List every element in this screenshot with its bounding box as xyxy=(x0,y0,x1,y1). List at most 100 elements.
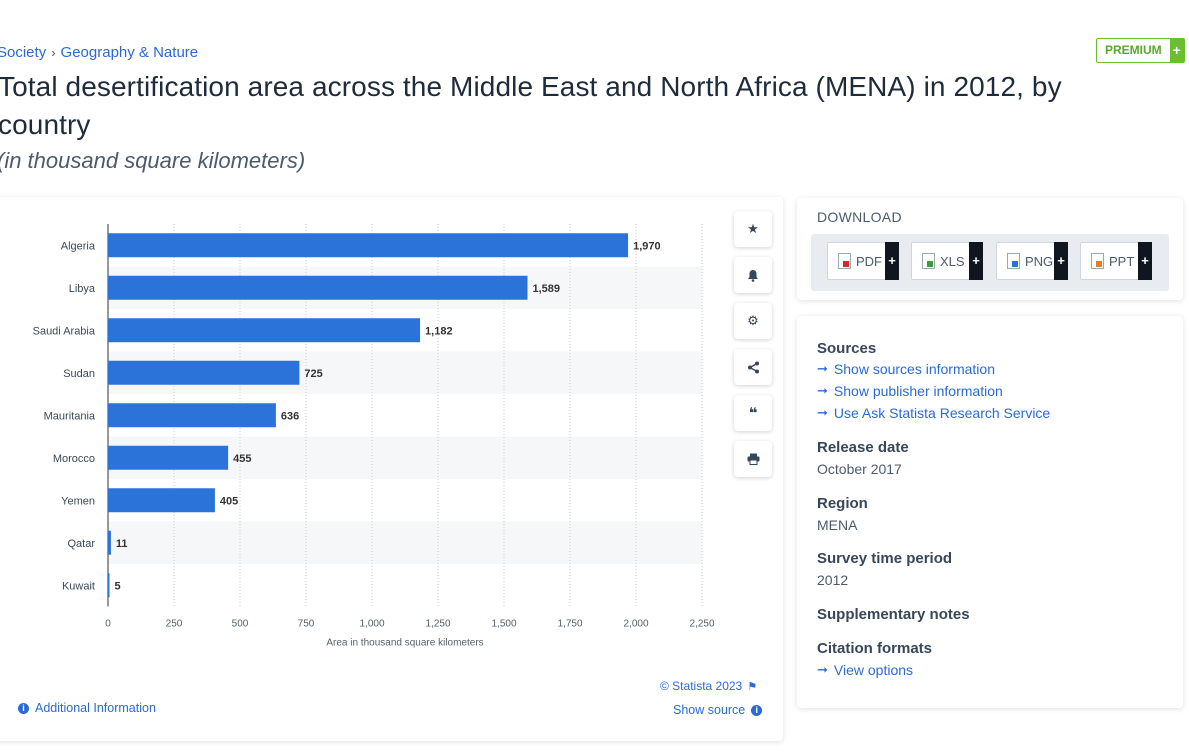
show-sources-text: Show sources information xyxy=(833,361,995,377)
arrow-right-icon: ➞ xyxy=(817,383,828,398)
release-date-value: October 2017 xyxy=(817,461,902,477)
additional-info-text: Additional Information xyxy=(35,701,156,715)
survey-period-value: 2012 xyxy=(817,572,849,588)
download-pdf-button[interactable]: PDF + xyxy=(827,242,899,280)
show-sources-link[interactable]: ➞ Show sources information xyxy=(817,361,995,377)
x-tick-label: 750 xyxy=(298,619,315,630)
flag-icon: ⚑ xyxy=(747,680,758,693)
data-label: 455 xyxy=(233,453,251,465)
info-card: Sources ➞ Show sources information ➞ Show … xyxy=(797,316,1183,708)
chart-toolbar: ★ ⚙ ❝ xyxy=(734,211,772,477)
bar-qatar xyxy=(108,530,111,555)
category-label: Yemen xyxy=(61,495,95,507)
page-title: Total desertification area across the Mi… xyxy=(0,71,1062,140)
region-heading: Region xyxy=(817,495,868,512)
x-tick-label: 250 xyxy=(166,619,183,630)
x-tick-label: 2,250 xyxy=(689,619,714,630)
data-label: 636 xyxy=(281,410,299,422)
download-png-plus: + xyxy=(1054,242,1068,280)
bar-chart: Algeria 1,970 Libya 1,589 Saudi Arabia 1,182 S… xyxy=(33,224,715,649)
x-tick-label: 0 xyxy=(105,619,111,630)
bar-mauritania xyxy=(108,403,276,428)
arrow-right-icon: ➞ xyxy=(817,361,828,376)
release-date-heading: Release date xyxy=(817,439,909,456)
bar-kuwait xyxy=(108,573,110,598)
print-icon[interactable] xyxy=(734,441,772,477)
star-icon[interactable]: ★ xyxy=(734,211,772,247)
ppt-file-icon xyxy=(1091,253,1104,269)
premium-badge[interactable]: PREMIUM + xyxy=(1096,38,1185,63)
data-label: 1,589 xyxy=(532,283,560,295)
download-card: DOWNLOAD PDF + XLS + PNG + PPT + xyxy=(797,198,1183,300)
category-label: Sudan xyxy=(63,368,95,380)
info-icon: i xyxy=(751,704,763,716)
x-tick-label: 1,750 xyxy=(557,619,582,630)
ask-statista-link[interactable]: ➞ Use Ask Statista Research Service xyxy=(817,405,1050,421)
x-axis-label: Area in thousand square kilometers xyxy=(326,638,483,649)
data-label: 1,182 xyxy=(425,325,453,337)
pdf-file-icon xyxy=(838,253,851,269)
copyright-text: © Statista 2023 xyxy=(660,679,743,693)
gear-icon[interactable]: ⚙ xyxy=(734,303,772,339)
show-publisher-text: Show publisher information xyxy=(833,383,1003,399)
x-tick-label: 2,000 xyxy=(623,619,648,630)
x-tick-label: 1,500 xyxy=(491,619,516,630)
category-label: Algeria xyxy=(61,240,96,252)
bar-saudi-arabia xyxy=(108,318,421,343)
download-title: DOWNLOAD xyxy=(817,209,902,225)
breadcrumb-geography[interactable]: Geography & Nature xyxy=(60,44,199,61)
view-options-text: View options xyxy=(833,662,914,678)
x-tick-label: 1,000 xyxy=(359,619,384,630)
breadcrumb-society[interactable]: Society xyxy=(0,44,47,61)
info-icon: i xyxy=(18,702,29,714)
bell-icon[interactable] xyxy=(734,257,772,293)
bar-algeria xyxy=(108,233,629,258)
x-tick-label: 500 xyxy=(232,619,249,630)
category-label: Saudi Arabia xyxy=(33,325,96,337)
share-icon[interactable] xyxy=(734,349,772,385)
download-buttons: PDF + XLS + PNG + PPT + xyxy=(811,234,1169,291)
show-source-text: Show source xyxy=(673,703,746,717)
download-xls-plus: + xyxy=(969,242,983,280)
breadcrumb-separator: › xyxy=(51,45,56,60)
ask-statista-text: Use Ask Statista Research Service xyxy=(833,405,1051,421)
sources-heading: Sources xyxy=(817,340,877,357)
bar-morocco xyxy=(108,445,229,470)
download-pdf-plus: + xyxy=(885,242,899,280)
bar-sudan xyxy=(108,360,300,385)
survey-period-heading: Survey time period xyxy=(817,550,953,567)
download-ppt-label: PPT xyxy=(1109,253,1135,269)
premium-plus: + xyxy=(1169,39,1184,62)
region-value: MENA xyxy=(817,517,858,533)
category-label: Qatar xyxy=(67,538,95,550)
download-png-label: PNG xyxy=(1025,253,1054,269)
data-label: 5 xyxy=(115,580,121,592)
additional-info-link[interactable]: i Additional Information xyxy=(18,701,156,715)
supplementary-notes-heading[interactable]: Supplementary notes xyxy=(817,606,970,623)
show-source-link[interactable]: Show source i xyxy=(673,703,763,717)
category-label: Mauritania xyxy=(44,410,96,422)
download-xls-button[interactable]: XLS + xyxy=(911,242,983,280)
xls-file-icon xyxy=(922,253,935,269)
download-ppt-button[interactable]: PPT + xyxy=(1080,242,1152,280)
download-pdf-label: PDF xyxy=(856,253,882,269)
download-png-button[interactable]: PNG + xyxy=(996,242,1068,280)
category-label: Kuwait xyxy=(62,580,95,592)
data-label: 1,970 xyxy=(633,240,661,252)
bar-libya xyxy=(108,275,528,300)
citation-formats-heading: Citation formats xyxy=(817,640,933,657)
copyright[interactable]: © Statista 2023 ⚑ xyxy=(660,679,757,693)
category-label: Morocco xyxy=(53,453,95,465)
data-label: 11 xyxy=(116,538,128,550)
row-band xyxy=(108,521,702,564)
bar-yemen xyxy=(108,488,215,513)
x-tick-label: 1,250 xyxy=(425,619,450,630)
breadcrumb: Society › Geography & Nature xyxy=(0,44,198,61)
data-label: 405 xyxy=(220,495,238,507)
show-publisher-link[interactable]: ➞ Show publisher information xyxy=(817,383,1003,399)
quote-icon[interactable]: ❝ xyxy=(734,395,772,431)
page-subtitle: (in thousand square kilometers) xyxy=(0,148,306,173)
arrow-right-icon: ➞ xyxy=(817,662,828,677)
data-label: 725 xyxy=(304,368,322,380)
view-options-link[interactable]: ➞ View options xyxy=(817,662,913,678)
